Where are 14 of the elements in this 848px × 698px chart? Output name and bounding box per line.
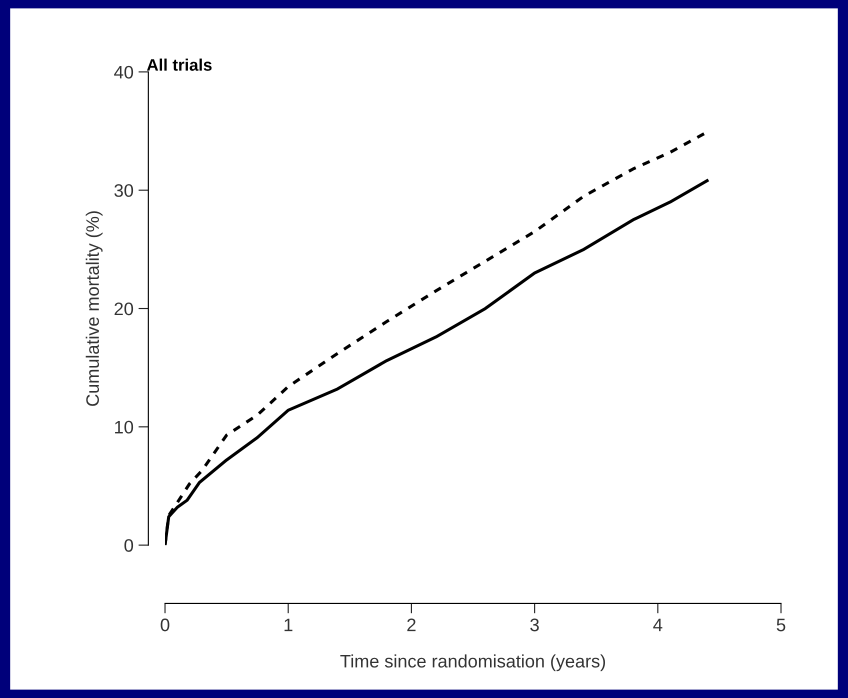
y-tick-label: 10 [115,420,134,434]
x-tick-label: 5 [776,618,786,632]
x-tick-label: 4 [653,618,662,632]
x-axis-title: Time since randomisation (years) [340,654,606,672]
y-tick-label: 0 [124,539,134,552]
chart-title: All trials [146,58,212,71]
x-tick-label: 1 [284,618,292,632]
y-tick-label: 30 [114,184,134,197]
x-tick-label: 2 [407,618,416,632]
x-tick-label: 0 [160,618,170,632]
x-tick-label: 3 [530,618,539,632]
y-tick-label: 20 [114,302,134,316]
y-tick-label: 40 [114,66,134,79]
y-axis-title: Cumulative mortality (%) [86,211,103,406]
